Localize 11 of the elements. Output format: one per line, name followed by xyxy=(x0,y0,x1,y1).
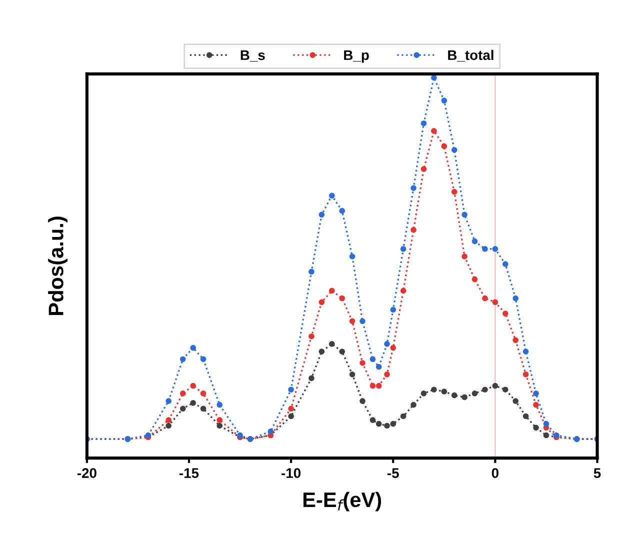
legend-label: B_p xyxy=(344,50,369,63)
x-tick-label: -15 xyxy=(180,468,199,478)
legend-label: B_total xyxy=(448,50,494,62)
x-tick-label: -5 xyxy=(387,468,399,478)
x-tick-label: 0 xyxy=(492,468,498,478)
x-tick-label: -20 xyxy=(77,468,96,478)
y-axis-title: Pdos(a.u.) xyxy=(48,216,68,315)
x-tick-label: -10 xyxy=(282,468,301,478)
x-axis-title: E-E$_{f}$(eV) xyxy=(303,492,382,512)
legend-label: B_s xyxy=(240,50,265,62)
x-tick-label: 5 xyxy=(594,468,601,478)
